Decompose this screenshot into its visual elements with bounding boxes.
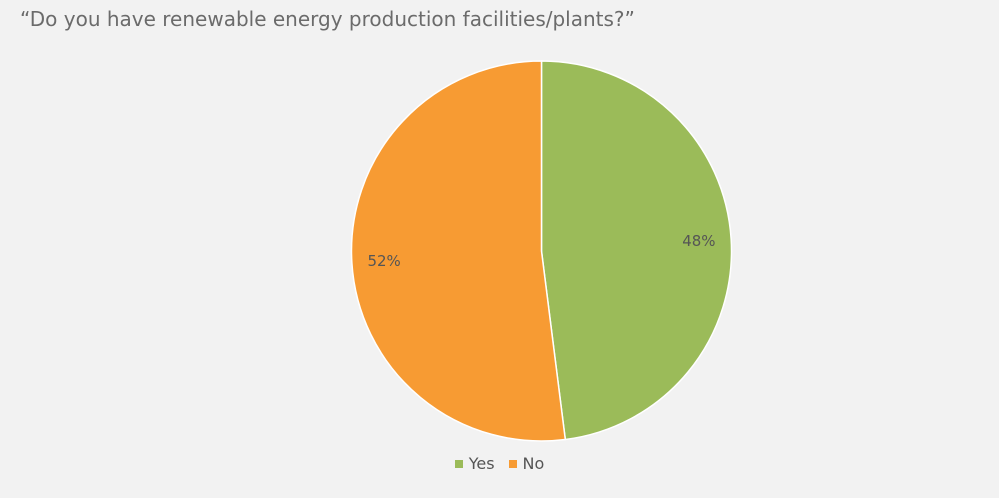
pie-slice-yes[interactable] bbox=[540, 60, 733, 441]
legend-swatch-yes bbox=[454, 459, 463, 468]
pie-slice-no[interactable] bbox=[350, 60, 567, 442]
legend-label-yes: Yes bbox=[468, 454, 495, 473]
legend-swatch-no bbox=[508, 459, 517, 468]
chart-title: “Do you have renewable energy production… bbox=[20, 7, 635, 31]
legend-item-yes[interactable]: Yes bbox=[454, 454, 495, 473]
data-label-yes: 48% bbox=[682, 232, 715, 250]
legend-label-no: No bbox=[522, 454, 545, 473]
legend: Yes No bbox=[0, 454, 999, 473]
legend-item-no[interactable]: No bbox=[508, 454, 545, 473]
data-label-no: 52% bbox=[367, 252, 400, 270]
